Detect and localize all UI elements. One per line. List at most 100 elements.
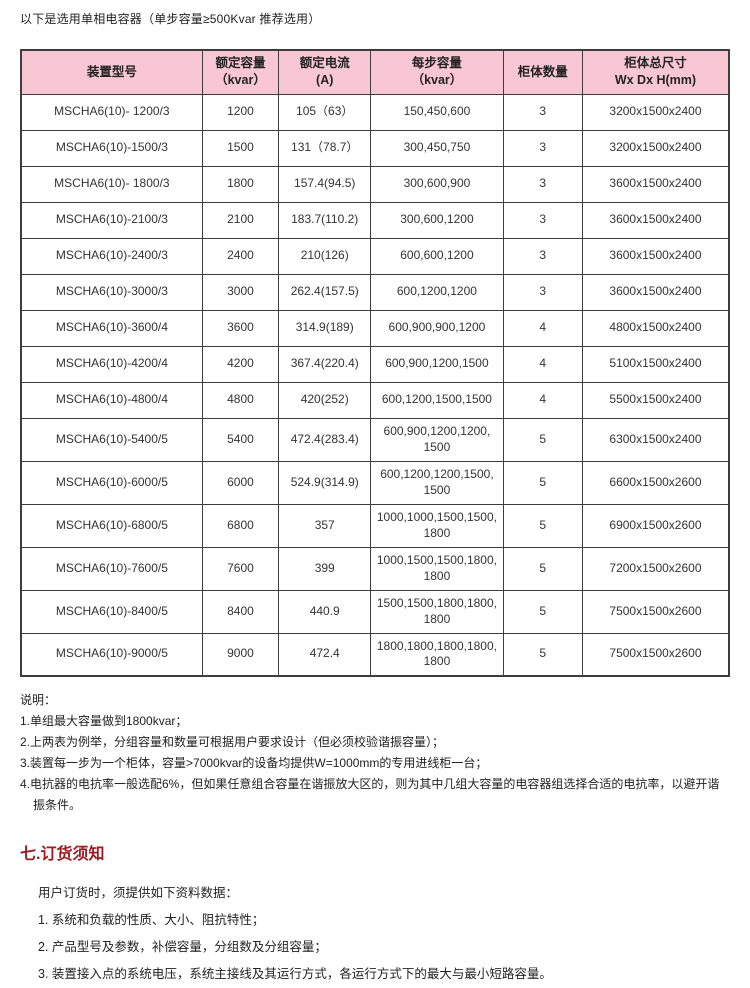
- table-row: MSCHA6(10)-3600/4 3600 314.9(189) 600,900,9…: [20, 309, 730, 347]
- cell-cabinet-size: 5100x1500x2400: [581, 345, 730, 383]
- column-header-rated-current: 额定电流 (A): [278, 49, 372, 95]
- cell-rated-capacity: 2400: [201, 237, 280, 275]
- cell-rated-current: 472.4(283.4): [278, 417, 372, 462]
- cell-rated-capacity: 4200: [201, 345, 280, 383]
- cell-rated-current: 210(126): [278, 237, 372, 275]
- cell-rated-capacity: 3000: [201, 273, 280, 311]
- ordering-item: 1. 系统和负载的性质、大小、阻抗特性；: [38, 913, 265, 927]
- cell-cabinet-size: 6900x1500x2600: [581, 503, 730, 548]
- cell-model: MSCHA6(10)-3000/3: [20, 273, 203, 311]
- note-item: 3.装置每一步为一个柜体，容量>7000kvar的设备均提供W=1000mm的专…: [20, 756, 488, 770]
- cell-step-capacity: 1500,1500,1800,1800, 1800: [370, 589, 504, 634]
- table-row: MSCHA6(10)-7600/5 7600 399 1000,1500,1500,1…: [20, 546, 730, 591]
- cell-rated-capacity: 9000: [201, 632, 280, 677]
- cell-rated-current: 524.9(314.9): [278, 460, 372, 505]
- cell-rated-capacity: 3600: [201, 309, 280, 347]
- cell-rated-current: 157.4(94.5): [278, 165, 372, 203]
- ordering-list: 1. 系统和负载的性质、大小、阻抗特性； 2. 产品型号及参数，补偿容量，分组数及…: [38, 907, 730, 988]
- table-row: MSCHA6(10)-2400/3 2400 210(126) 600,600,120…: [20, 237, 730, 275]
- cell-rated-capacity: 1200: [201, 93, 280, 131]
- table-header: 装置型号 额定容量 （kvar） 额定电流 (A) 每步容量 （kvar） 柜体数量 柜体…: [20, 49, 730, 95]
- cell-cabinet-size: 5500x1500x2400: [581, 381, 730, 419]
- cell-step-capacity: 300,450,750: [370, 129, 504, 167]
- table-row: MSCHA6(10)-9000/5 9000 472.4 1800,1800,1800…: [20, 632, 730, 677]
- cell-cabinet-size: 6600x1500x2600: [581, 460, 730, 505]
- cell-cabinet-count: 5: [502, 417, 583, 462]
- ordering-heading: 七.订货须知: [20, 846, 105, 863]
- cell-cabinet-size: 3600x1500x2400: [581, 273, 730, 311]
- cell-step-capacity: 600,900,1200,1200, 1500: [370, 417, 504, 462]
- cell-model: MSCHA6(10)-5400/5: [20, 417, 203, 462]
- cell-step-capacity: 300,600,1200: [370, 201, 504, 239]
- table-row: MSCHA6(10)-4200/4 4200 367.4(220.4) 600,900…: [20, 345, 730, 383]
- cell-step-capacity: 600,600,1200: [370, 237, 504, 275]
- cell-cabinet-count: 3: [502, 129, 583, 167]
- cell-rated-capacity: 8400: [201, 589, 280, 634]
- cell-step-capacity: 600,1200,1200: [370, 273, 504, 311]
- cell-step-capacity: 1000,1500,1500,1800, 1800: [370, 546, 504, 591]
- cell-cabinet-count: 3: [502, 201, 583, 239]
- ordering-intro: 用户订货时，须提供如下资料数据：: [38, 886, 239, 900]
- cell-model: MSCHA6(10)-3600/4: [20, 309, 203, 347]
- cell-cabinet-size: 7500x1500x2600: [581, 632, 730, 677]
- cell-cabinet-size: 6300x1500x2400: [581, 417, 730, 462]
- cell-step-capacity: 300,600,900: [370, 165, 504, 203]
- table-row: MSCHA6(10)-6800/5 6800 357 1000,1000,1500,1…: [20, 503, 730, 548]
- table-row: MSCHA6(10)-1500/3 1500 131（78.7） 300,450,75…: [20, 129, 730, 167]
- table-body: MSCHA6(10)- 1200/3 1200 105（63） 150,450,600…: [20, 93, 730, 677]
- cell-model: MSCHA6(10)-8400/5: [20, 589, 203, 634]
- notes-list: 1.单组最大容量做到1800kvar； 2.上两表为例举，分组容量和数量可根据用户…: [20, 711, 730, 816]
- column-header-cabinet-count: 柜体数量: [502, 49, 583, 95]
- cell-cabinet-count: 3: [502, 165, 583, 203]
- cell-rated-capacity: 1500: [201, 129, 280, 167]
- table-row: MSCHA6(10)-2100/3 2100 183.7(110.2) 300,600…: [20, 201, 730, 239]
- column-header-rated-capacity: 额定容量 （kvar）: [201, 49, 280, 95]
- column-header-cabinet-size: 柜体总尺寸 Wx Dx H(mm): [581, 49, 730, 95]
- cell-model: MSCHA6(10)-9000/5: [20, 632, 203, 677]
- cell-step-capacity: 600,900,1200,1500: [370, 345, 504, 383]
- cell-cabinet-count: 5: [502, 460, 583, 505]
- cell-cabinet-count: 4: [502, 309, 583, 347]
- column-header-model: 装置型号: [20, 49, 203, 95]
- table-row: MSCHA6(10)-8400/5 8400 440.9 1500,1500,1800…: [20, 589, 730, 634]
- cell-model: MSCHA6(10)-6000/5: [20, 460, 203, 505]
- cell-rated-current: 262.4(157.5): [278, 273, 372, 311]
- ordering-section: 七.订货须知 用户订货时，须提供如下资料数据： 1. 系统和负载的性质、大小、阻…: [20, 840, 730, 988]
- cell-model: MSCHA6(10)-2100/3: [20, 201, 203, 239]
- note-item: 4.电抗器的电抗率一般选配6%，但如果任意组合容量在谐振放大区的，则为其中几组大…: [20, 777, 720, 812]
- cell-rated-capacity: 5400: [201, 417, 280, 462]
- table-row: MSCHA6(10)- 1800/3 1800 157.4(94.5) 300,600…: [20, 165, 730, 203]
- table-row: MSCHA6(10)-6000/5 6000 524.9(314.9) 600,120…: [20, 460, 730, 505]
- cell-model: MSCHA6(10)-7600/5: [20, 546, 203, 591]
- cell-cabinet-count: 5: [502, 546, 583, 591]
- cell-step-capacity: 600,1200,1500,1500: [370, 381, 504, 419]
- table-row: MSCHA6(10)-5400/5 5400 472.4(283.4) 600,900…: [20, 417, 730, 462]
- cell-rated-capacity: 4800: [201, 381, 280, 419]
- cell-rated-current: 314.9(189): [278, 309, 372, 347]
- cell-model: MSCHA6(10)-1500/3: [20, 129, 203, 167]
- cell-step-capacity: 150,450,600: [370, 93, 504, 131]
- cell-rated-capacity: 6000: [201, 460, 280, 505]
- cell-cabinet-count: 4: [502, 345, 583, 383]
- ordering-item: 3. 装置接入点的系统电压，系统主接线及其运行方式，各运行方式下的最大与最小短路…: [38, 967, 552, 981]
- cell-cabinet-size: 3600x1500x2400: [581, 237, 730, 275]
- cell-rated-current: 440.9: [278, 589, 372, 634]
- cell-rated-current: 420(252): [278, 381, 372, 419]
- cell-cabinet-count: 5: [502, 589, 583, 634]
- notes-heading: 说明：: [20, 693, 57, 707]
- cell-model: MSCHA6(10)-2400/3: [20, 237, 203, 275]
- intro-text: 以下是选用单相电容器（单步容量≥500Kvar 推荐选用）: [20, 12, 321, 26]
- cell-model: MSCHA6(10)-6800/5: [20, 503, 203, 548]
- cell-cabinet-count: 5: [502, 632, 583, 677]
- cell-cabinet-count: 4: [502, 381, 583, 419]
- cell-rated-current: 357: [278, 503, 372, 548]
- capacitor-selection-table: 装置型号 额定容量 （kvar） 额定电流 (A) 每步容量 （kvar） 柜体数量 柜体…: [20, 49, 730, 677]
- cell-rated-capacity: 2100: [201, 201, 280, 239]
- cell-cabinet-size: 4800x1500x2400: [581, 309, 730, 347]
- ordering-item: 2. 产品型号及参数，补偿容量，分组数及分组容量；: [38, 940, 327, 954]
- cell-model: MSCHA6(10)-4200/4: [20, 345, 203, 383]
- cell-cabinet-count: 3: [502, 237, 583, 275]
- cell-rated-current: 367.4(220.4): [278, 345, 372, 383]
- cell-step-capacity: 600,900,900,1200: [370, 309, 504, 347]
